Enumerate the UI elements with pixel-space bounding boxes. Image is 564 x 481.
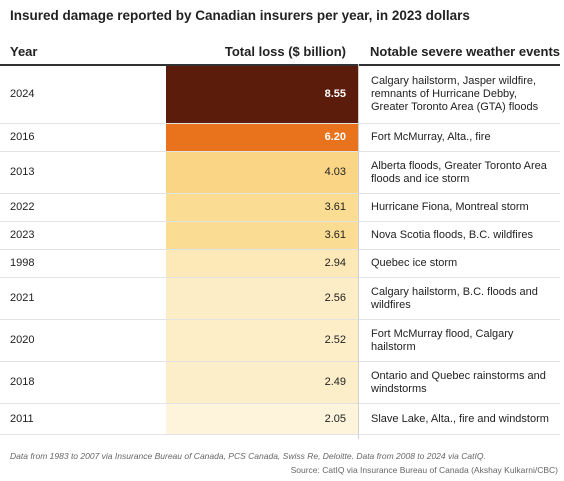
row-divider [0, 249, 560, 250]
table-row: 2011 2.05 Slave Lake, Alta., fire and wind… [0, 404, 560, 435]
events-cell: Nova Scotia floods, B.C. wildfires [371, 229, 534, 241]
row-divider [0, 434, 560, 435]
year-cell: 2023 [10, 229, 35, 241]
loss-cell: 6.20 [166, 124, 358, 151]
year-cell: 2018 [10, 376, 35, 388]
events-cell: Alberta floods, Greater Toronto Area flo… [371, 159, 547, 185]
row-divider [0, 193, 560, 194]
row-divider [0, 277, 560, 278]
events-cell: Slave Lake, Alta., fire and windstorm [371, 412, 549, 425]
row-divider [0, 123, 560, 124]
table-row: 2023 3.61 Nova Scotia floods, B.C. wildfir… [0, 222, 560, 250]
table-row: 2018 2.49 Ontario and Quebec rainstorms an… [0, 362, 560, 404]
events-cell: Calgary hailstorm, B.C. floods and wildf… [371, 285, 538, 311]
events-cell: Fort McMurray, Alta., fire [371, 131, 491, 143]
row-divider [0, 361, 560, 362]
column-divider [358, 64, 359, 439]
loss-cell: 4.03 [166, 152, 358, 193]
events-cell: Ontario and Quebec rainstorms and windst… [371, 369, 546, 395]
loss-cell: 3.61 [166, 222, 358, 249]
loss-cell: 2.05 [166, 404, 358, 434]
loss-cell: 3.61 [166, 194, 358, 221]
loss-cell: 2.52 [166, 320, 358, 361]
row-divider [0, 221, 560, 222]
header-year: Year [10, 44, 38, 59]
data-note: Data from 1983 to 2007 via Insurance Bur… [10, 451, 486, 461]
year-cell: 2022 [10, 201, 35, 213]
table-row: 2024 8.55 Calgary hailstorm, Jasper wildfi… [0, 66, 560, 124]
table-row: 2020 2.52 Fort McMurray flood, Calgary hai… [0, 320, 560, 362]
chart-title: Insured damage reported by Canadian insu… [10, 8, 470, 23]
loss-cell: 2.49 [166, 362, 358, 403]
header-rule [0, 64, 560, 66]
table-row: 1998 2.94 Quebec ice storm [0, 250, 560, 278]
header-events: Notable severe weather events [370, 44, 561, 59]
year-cell: 2024 [10, 88, 35, 100]
row-divider [0, 151, 560, 152]
table-row: 2013 4.03 Alberta floods, Greater Toronto … [0, 152, 560, 194]
events-cell: Calgary hailstorm, Jasper wildfire, remn… [371, 75, 539, 113]
events-cell: Hurricane Fiona, Montreal storm [371, 201, 529, 213]
year-cell: 2013 [10, 166, 35, 178]
table-row: 2022 3.61 Hurricane Fiona, Montreal storm [0, 194, 560, 222]
events-cell: Fort McMurray flood, Calgary hailstorm [371, 327, 514, 353]
row-divider [0, 319, 560, 320]
year-cell: 2021 [10, 292, 35, 304]
loss-cell: 2.56 [166, 278, 358, 319]
table-row: 2021 2.56 Calgary hailstorm, B.C. floods a… [0, 278, 560, 320]
header-total-loss: Total loss ($ billion) [224, 44, 346, 59]
year-cell: 2011 [10, 412, 34, 425]
row-divider [0, 403, 560, 404]
source-credit: Source: CatIQ via Insurance Bureau of Ca… [290, 465, 558, 475]
loss-cell: 2.94 [166, 250, 358, 277]
loss-cell: 8.55 [166, 66, 358, 123]
year-cell: 1998 [10, 257, 35, 269]
events-cell: Quebec ice storm [371, 257, 458, 269]
year-cell: 2016 [10, 131, 35, 143]
year-cell: 2020 [10, 334, 35, 346]
table-row: 2016 6.20 Fort McMurray, Alta., fire [0, 124, 560, 152]
